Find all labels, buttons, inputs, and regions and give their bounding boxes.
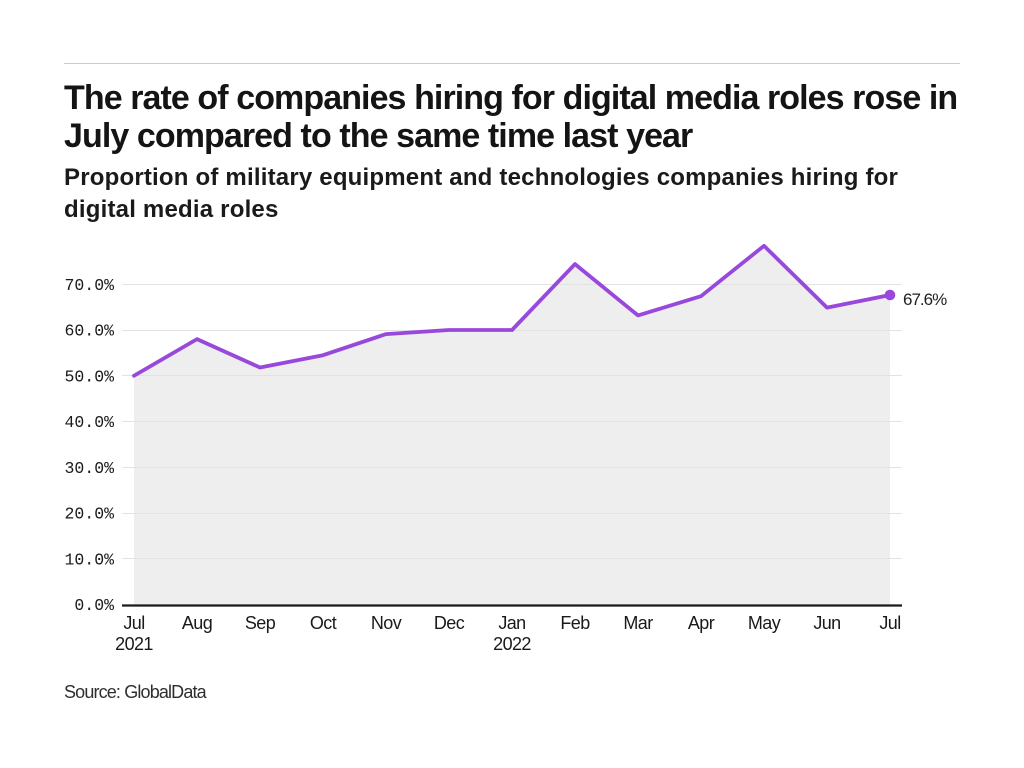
svg-text:40.0%: 40.0% <box>64 413 114 432</box>
svg-text:Aug: Aug <box>182 613 212 633</box>
svg-text:Dec: Dec <box>434 613 465 633</box>
svg-text:Mar: Mar <box>623 613 653 633</box>
svg-text:Sep: Sep <box>245 613 276 633</box>
svg-text:2022: 2022 <box>493 634 531 654</box>
svg-text:67.6%: 67.6% <box>903 290 947 309</box>
svg-text:30.0%: 30.0% <box>64 459 114 478</box>
svg-text:20.0%: 20.0% <box>64 505 114 524</box>
svg-text:Jul: Jul <box>879 613 900 633</box>
svg-text:Apr: Apr <box>688 613 715 633</box>
svg-text:70.0%: 70.0% <box>64 276 114 295</box>
svg-text:Jun: Jun <box>813 613 840 633</box>
svg-text:Nov: Nov <box>371 613 402 633</box>
svg-text:60.0%: 60.0% <box>64 322 114 341</box>
svg-text:Jul: Jul <box>123 613 144 633</box>
svg-text:Feb: Feb <box>560 613 590 633</box>
svg-text:10.0%: 10.0% <box>64 550 114 569</box>
svg-text:2021: 2021 <box>115 634 153 654</box>
svg-text:Jan: Jan <box>498 613 525 633</box>
svg-text:Oct: Oct <box>310 613 337 633</box>
svg-text:50.0%: 50.0% <box>64 367 114 386</box>
svg-text:May: May <box>748 613 781 633</box>
svg-text:0.0%: 0.0% <box>74 596 114 615</box>
